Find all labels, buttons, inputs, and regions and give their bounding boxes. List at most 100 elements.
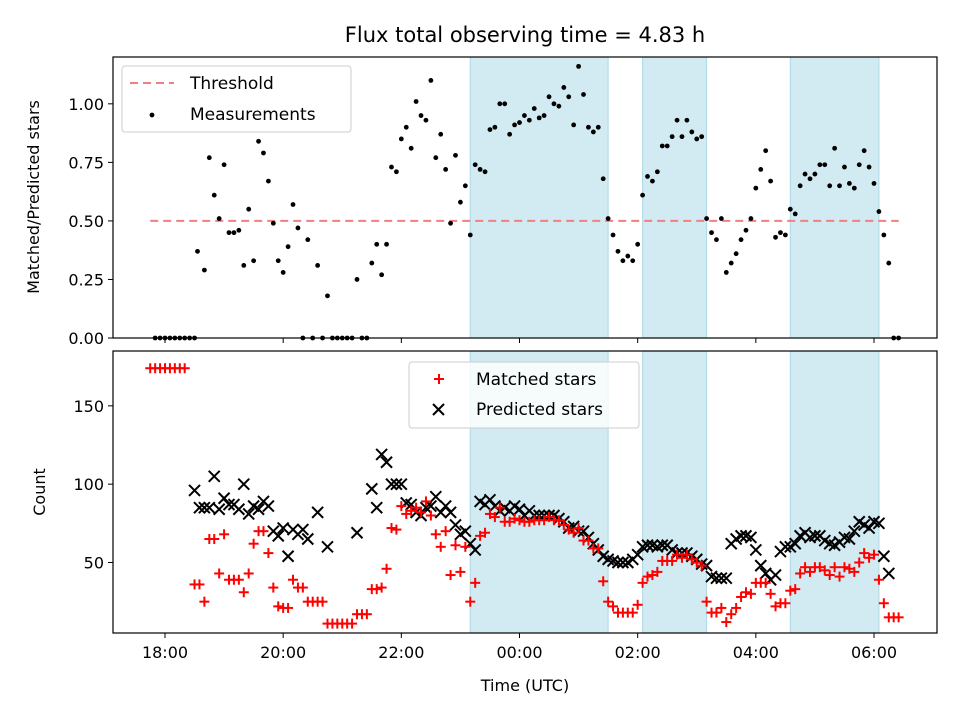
predicted-stroke (198, 501, 211, 514)
matched-point (435, 541, 446, 552)
predicted-point (616, 556, 630, 569)
matched-point (258, 526, 269, 537)
predicted-stroke (734, 529, 748, 543)
predicted-point (848, 524, 861, 538)
predicted-point (611, 556, 625, 569)
measurement-point (797, 183, 803, 189)
matched-point (834, 571, 845, 582)
x-tick-label: 20:00 (260, 643, 306, 662)
matched-point (667, 555, 678, 566)
predicted-point (272, 529, 285, 543)
measurement-point (241, 263, 247, 268)
matched-point (430, 529, 441, 540)
matched-point (593, 543, 604, 554)
measurement-point (782, 232, 788, 238)
predicted-stroke (296, 523, 310, 536)
matched-point (199, 596, 210, 607)
predicted-point (459, 524, 472, 538)
predicted-point (744, 531, 758, 544)
predicted-point (212, 503, 226, 516)
predicted-point (222, 498, 236, 511)
measurement-point (497, 101, 503, 107)
bottom-y-ticks: 50 100 150 (73, 397, 113, 573)
shaded-interval-bottom-2 (789, 350, 880, 634)
matched-point (780, 598, 791, 609)
predicted-point (296, 523, 310, 536)
measurements-legend-label: Measurements (190, 105, 316, 125)
matched-point (854, 557, 865, 568)
measurement-point (851, 185, 857, 191)
shaded-interval-top-2 (789, 56, 880, 339)
measurement-point (502, 101, 508, 107)
measurement-point (733, 251, 739, 257)
count-points-layer (145, 363, 904, 629)
shaded-interval-bottom-1 (642, 350, 708, 634)
measurement-point (778, 230, 783, 236)
measurement-point (226, 230, 232, 236)
measurement-point (265, 178, 271, 184)
top-shaded-intervals (469, 56, 880, 339)
bottom-panel: 50 100 150 18:00 20:00 22:00 00:00 02:00 04:00 0… (30, 350, 938, 695)
matched-point (869, 549, 879, 560)
measurement-point (787, 206, 793, 212)
predicted-stroke (439, 499, 452, 513)
predicted-stroke (459, 524, 472, 538)
measurement-point (206, 155, 212, 161)
predicted-stroke (311, 506, 324, 519)
measurement-point (236, 227, 242, 233)
measurement-point (718, 216, 724, 221)
matched-point (760, 577, 771, 588)
matched-point (603, 596, 614, 607)
measurement-point (458, 199, 463, 205)
measurement-point (536, 115, 542, 121)
predicted-point (188, 484, 201, 497)
x-tick-label: 00:00 (496, 643, 542, 662)
measurement-point (837, 183, 842, 189)
matched-point (450, 540, 461, 551)
predicted-point (631, 548, 644, 561)
measurement-point (285, 244, 291, 250)
measurement-point (684, 117, 690, 123)
measurement-point (600, 176, 606, 182)
shaded-interval-top-0 (469, 56, 609, 339)
predicted-stroke (222, 498, 236, 511)
predicted-point (843, 532, 856, 546)
predicted-stroke (395, 477, 408, 491)
measurement-point (728, 260, 734, 266)
predicted-point (779, 540, 792, 554)
measurement-point (615, 248, 621, 254)
matched-point (263, 548, 274, 559)
matched-point (347, 618, 358, 629)
measurement-point (275, 258, 281, 264)
predicted-stroke (444, 506, 457, 519)
matched-point (283, 602, 294, 613)
measurement-point (792, 211, 798, 217)
measurement-point (856, 162, 862, 168)
matched-point (480, 527, 491, 538)
measurement-point (325, 293, 330, 299)
matched-point (819, 565, 830, 576)
measurement-point (773, 234, 778, 240)
predicted-point (720, 571, 733, 585)
matched-point (420, 496, 431, 507)
predicted-stroke (370, 501, 383, 514)
predicted-point (262, 499, 275, 513)
measurement-point (305, 237, 311, 243)
x-tick-label: 06:00 (851, 643, 897, 662)
measurement-point (669, 134, 675, 140)
predicted-stroke (838, 531, 851, 544)
predicted-stroke (321, 540, 334, 554)
predicted-stroke (715, 571, 728, 585)
matched-point (632, 599, 643, 610)
predicted-stroke (247, 499, 260, 513)
predicted-point (193, 501, 206, 514)
predicted-stroke (744, 531, 758, 544)
measurement-point (492, 124, 498, 130)
bottom-x-ticks: 18:00 20:00 22:00 00:00 02:00 04:00 06:00 (142, 633, 897, 662)
predicted-stroke (601, 553, 615, 566)
matched-point (194, 579, 205, 590)
predicted-point (749, 543, 763, 557)
predicted-stroke (203, 501, 216, 514)
measurement-point (664, 143, 670, 149)
measurement-point (704, 216, 709, 221)
